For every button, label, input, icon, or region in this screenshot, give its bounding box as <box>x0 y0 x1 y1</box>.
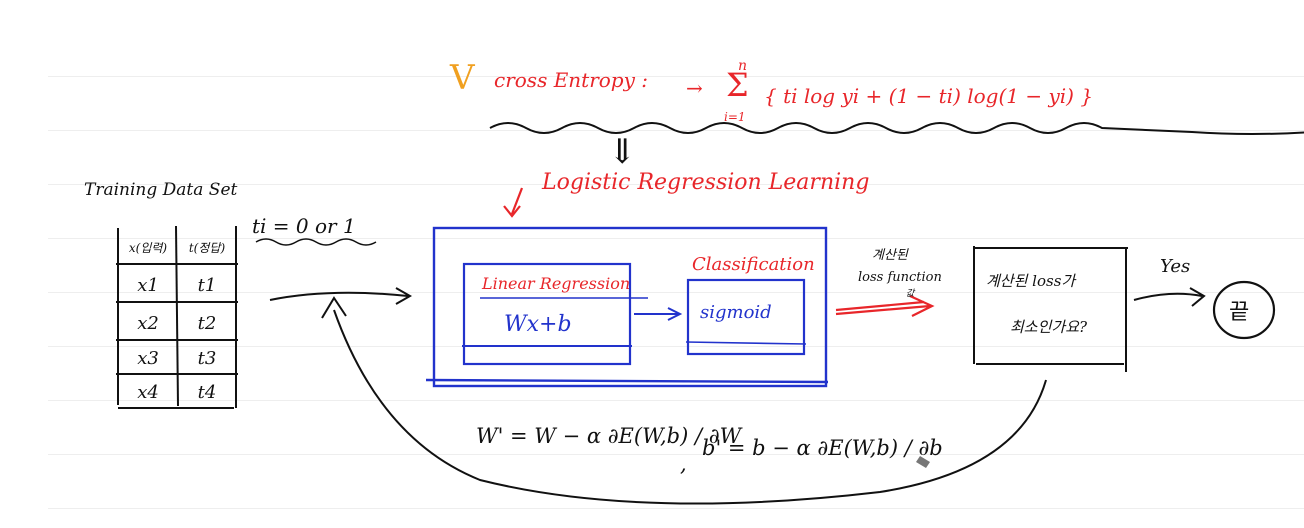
table-cell: t3 <box>197 347 217 369</box>
down-arrow-icon: ⇓ <box>608 132 637 172</box>
update-separator: , <box>680 452 687 476</box>
sigmoid-label: sigmoid <box>700 302 772 323</box>
b-update-rule: b' = b − α ∂E(W,b) / ∂b <box>702 436 943 460</box>
feedback-loop <box>333 309 1047 505</box>
decision-line1: 계산된 loss가 <box>986 272 1076 290</box>
sigmoid-box <box>686 278 806 356</box>
linear-regression-title: Linear Regression <box>482 274 631 293</box>
table-cell: t2 <box>197 312 217 334</box>
cross-entropy-formula: { ti log yi + (1 − ti) log(1 − yi) } <box>764 84 1094 108</box>
end-label: 끝 <box>1229 300 1250 325</box>
linear-box <box>462 262 632 366</box>
sum-symbol: Σ <box>726 66 749 104</box>
red-corner-arrow <box>503 187 524 218</box>
logistic-box <box>432 226 828 388</box>
sum-lower-limit: i=1 <box>724 110 746 124</box>
table-cell: x3 <box>137 347 159 369</box>
feedback-arrowhead <box>321 296 347 319</box>
sum-upper-limit: n <box>738 58 748 74</box>
yes-arrow <box>1133 287 1206 307</box>
check-mark-icon: V <box>450 58 475 98</box>
decision-box <box>973 246 1128 372</box>
computed-loss-line1: 계산된 <box>872 248 908 263</box>
end-circle <box>1212 280 1276 340</box>
cross-entropy-arrow: → <box>686 76 703 100</box>
table-header-target: t(정답) <box>188 240 226 255</box>
wavy-underline <box>489 122 1304 135</box>
decision-line2: 최소인가요? <box>1010 318 1088 336</box>
logistic-regression-title: Logistic Regression Learning <box>542 170 870 195</box>
table-to-model-arrow <box>269 287 413 305</box>
yes-label: Yes <box>1160 256 1191 277</box>
w-update-rule: W' = W − α ∂E(W,b) / ∂W <box>476 424 742 448</box>
red-loss-arrow <box>835 294 935 317</box>
table-cell: t4 <box>197 381 217 403</box>
training-data-title: Training Data Set <box>84 180 238 200</box>
ti-underline <box>255 238 377 246</box>
table-cell: t1 <box>197 274 217 296</box>
cross-entropy-label: cross Entropy : <box>494 68 649 92</box>
pen-cursor-icon <box>916 456 930 468</box>
label-note: ti = 0 or 1 <box>252 214 356 238</box>
training-table-grid <box>116 225 238 409</box>
classification-title: Classification <box>692 254 815 275</box>
computed-loss-line3: 값 <box>906 289 915 299</box>
computed-loss-line2: loss function <box>858 270 942 285</box>
table-cell: x4 <box>137 381 159 403</box>
table-header-input: x(입력) <box>128 240 168 255</box>
linear-to-sigmoid-arrow <box>634 307 683 321</box>
table-cell: x1 <box>137 274 159 296</box>
table-cell: x2 <box>137 312 159 334</box>
linear-expression: Wx+b <box>504 312 572 337</box>
